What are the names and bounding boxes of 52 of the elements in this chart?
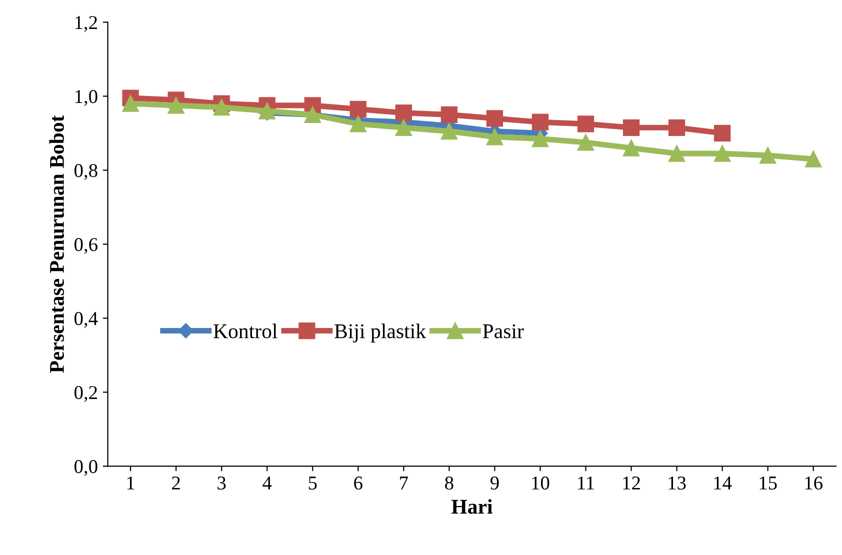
y-tick-label: 0,0 (74, 460, 98, 476)
x-tick-label: 14 (714, 476, 732, 490)
point (486, 110, 504, 127)
x-tick-label: 5 (308, 476, 317, 490)
x-tick-label: 13 (668, 476, 686, 490)
legend-label: Biji plastik (334, 324, 426, 343)
point (440, 123, 458, 140)
x-tick-label: 9 (490, 476, 499, 490)
point (350, 116, 366, 132)
y-tick-label: 1,0 (75, 90, 98, 106)
point (350, 100, 366, 118)
point (532, 130, 549, 148)
y-axis-title: Persentase Penurunan Bobot (49, 115, 64, 373)
x-tick-label: 16 (805, 476, 822, 490)
point (577, 134, 594, 151)
y-tick-label: 0,6 (74, 238, 98, 254)
point (440, 106, 458, 124)
x-axis-title: Hari (451, 499, 492, 514)
point (668, 119, 686, 136)
y-tick-label: 0,2 (74, 386, 97, 402)
x-tick-label: 12 (623, 476, 640, 490)
x-tick-label: 2 (172, 476, 180, 490)
legend-label: Kontrol (214, 324, 278, 338)
point (486, 128, 504, 146)
x-tick-label: 11 (578, 476, 594, 490)
point (759, 147, 776, 164)
point (622, 140, 640, 156)
y-tick-label: 0,8 (74, 164, 98, 180)
legend-label: Pasir (482, 324, 524, 338)
point (714, 124, 731, 142)
x-tick-label: 8 (445, 476, 454, 490)
point (213, 98, 230, 116)
point (168, 97, 184, 114)
x-tick-label: 4 (262, 476, 272, 490)
point (395, 119, 412, 136)
point (805, 150, 822, 168)
x-tick-label: 3 (218, 476, 226, 490)
point (122, 95, 139, 112)
x-tick-label: 7 (400, 476, 408, 490)
y-tick-label: 1,2 (75, 16, 97, 32)
point (532, 114, 549, 130)
x-tick-label: 15 (760, 476, 777, 490)
point (577, 116, 594, 132)
y-tick-label: 0,4 (74, 312, 98, 328)
point (258, 102, 276, 120)
point (622, 119, 640, 136)
x-tick-label: 10 (532, 476, 550, 490)
point (395, 104, 412, 122)
x-tick-label: 1 (127, 476, 134, 490)
point (668, 145, 686, 162)
x-tick-label: 6 (354, 476, 362, 490)
point (714, 145, 731, 162)
